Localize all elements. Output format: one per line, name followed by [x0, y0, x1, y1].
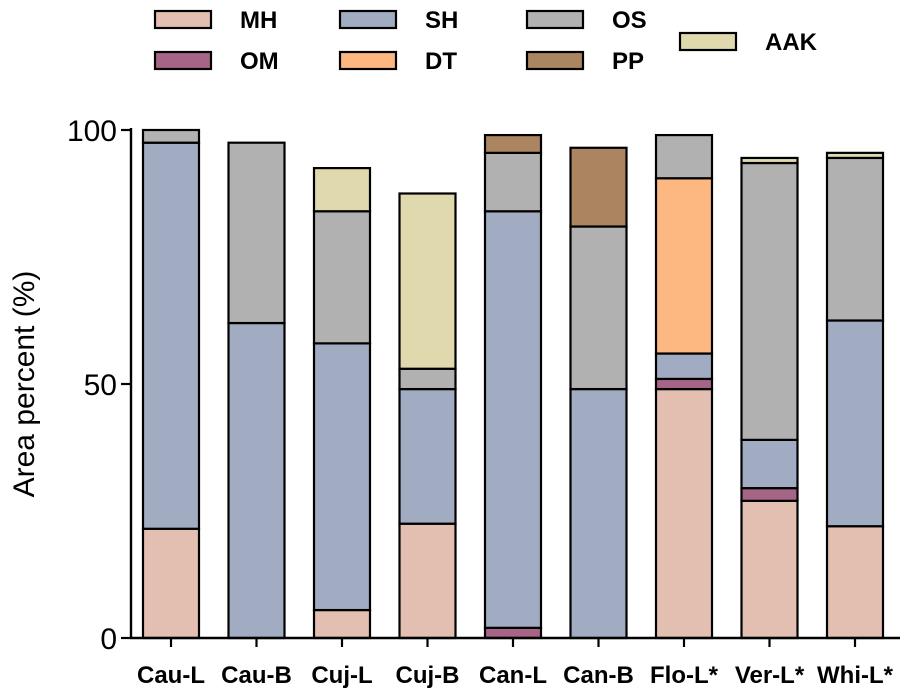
x-tick-label: Cau-L: [137, 662, 205, 689]
bar-segment-aak: [398, 192, 457, 370]
legend-item-sh: SH: [338, 7, 458, 34]
legend-item-om: OM: [153, 48, 279, 75]
bar-segment-os: [825, 156, 885, 322]
legend-label: OM: [240, 48, 279, 75]
legend-swatch: [525, 50, 585, 71]
bar-stack-cau-l: [141, 128, 201, 640]
bar-segment-sh: [227, 321, 286, 640]
legend: MH OM SH DT OS PP AAK: [153, 7, 818, 75]
legend-swatch: [153, 9, 213, 30]
bar-segment-dt: [654, 177, 714, 355]
x-tick-label: Ver-L*: [735, 662, 805, 689]
bar-segment-os: [312, 210, 372, 345]
legend-item-aak: AAK: [678, 29, 818, 56]
bar-segment-om: [483, 626, 543, 640]
x-tick-label: Flo-L*: [650, 662, 719, 689]
bar-segment-sh: [569, 387, 628, 640]
legend-swatch: [678, 31, 738, 52]
bar-segment-os: [227, 141, 286, 325]
x-tick-label: Whi-L*: [817, 662, 894, 689]
bar-segment-pp: [483, 133, 543, 154]
bar-stack-cuj-l: [312, 167, 372, 640]
bar-segment-os: [398, 367, 457, 391]
bar-segment-om: [740, 487, 799, 502]
bar-segment-mh: [740, 499, 799, 640]
x-tick-label: Cuj-B: [396, 662, 460, 689]
bar-stack-flo-l: [654, 133, 714, 640]
bar-segment-pp: [569, 146, 628, 228]
bar-stack-cau-b: [227, 141, 286, 640]
bar-segment-sh: [398, 387, 457, 525]
bar-segment-aak: [825, 151, 885, 160]
legend-label: SH: [425, 7, 458, 34]
x-tick-label: Can-B: [563, 662, 634, 689]
bar-stack-can-l: [483, 133, 543, 640]
bar-stack-ver-l: [740, 156, 799, 640]
legend-swatch: [153, 50, 213, 71]
legend-item-os: OS: [525, 7, 647, 34]
legend-swatch: [338, 9, 398, 30]
bar-segment-os: [569, 225, 628, 391]
bar-segment-sh: [825, 319, 885, 528]
axes: Cau-L Cau-B Cuj-L Cuj-B Can-L Can-B Flo-L* Ver-…: [67, 115, 900, 689]
bar-segment-mh: [141, 527, 201, 640]
bar-segment-aak: [312, 167, 372, 213]
x-tick-label: Cau-B: [221, 662, 292, 689]
legend-swatch: [525, 9, 585, 30]
bar-segment-mh: [312, 608, 372, 640]
bar-stack-cuj-b: [398, 192, 457, 640]
bar-segment-os: [740, 161, 799, 441]
bar-segment-sh: [141, 141, 201, 530]
legend-item-mh: MH: [153, 7, 277, 34]
bar-segment-mh: [654, 387, 714, 640]
bar-stack-whi-l: [825, 151, 885, 640]
bar-stack-can-b: [569, 146, 628, 640]
bar-segment-mh: [825, 525, 885, 640]
bar-segment-aak: [740, 156, 799, 165]
y-axis-title: Area percent (%): [8, 271, 41, 498]
y-tick-label: 100: [67, 115, 117, 148]
bar-segment-os: [654, 133, 714, 180]
legend-label: OS: [612, 7, 647, 34]
bar-segment-sh: [312, 342, 372, 612]
x-tick-label: Cuj-L: [311, 662, 372, 689]
legend-label: AAK: [765, 29, 818, 56]
y-tick-label: 0: [100, 623, 117, 656]
legend-swatch: [338, 50, 398, 71]
x-tick-label: Can-L: [479, 662, 547, 689]
legend-label: DT: [425, 48, 457, 75]
legend-label: MH: [240, 7, 277, 34]
bar-segment-sh: [654, 352, 714, 381]
bar-segment-mh: [398, 522, 457, 640]
plot-area: [141, 128, 885, 640]
bar-segment-sh: [483, 210, 543, 629]
legend-item-pp: PP: [525, 48, 644, 75]
bar-segment-os: [141, 128, 201, 144]
bar-segment-om: [654, 377, 714, 391]
y-tick-label: 50: [84, 369, 117, 402]
bar-segment-os: [483, 151, 543, 213]
legend-item-dt: DT: [338, 48, 457, 75]
legend-label: PP: [612, 48, 644, 75]
bar-segment-sh: [740, 438, 799, 490]
